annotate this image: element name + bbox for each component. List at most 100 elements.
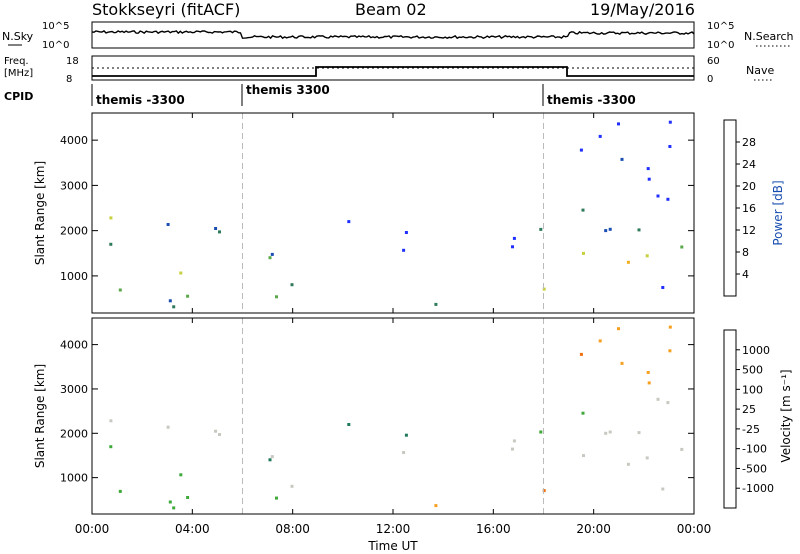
- velocity-cell: [109, 445, 113, 449]
- power-cell: [186, 294, 190, 298]
- y-tick-label: 1000: [60, 472, 88, 485]
- cpid-label: CPID: [4, 90, 33, 103]
- velocity-colorbar-tick-label: 25: [742, 403, 756, 416]
- power-cell: [608, 227, 612, 231]
- cpid-segment-2: themis -3300: [547, 93, 636, 107]
- velocity-cell: [542, 489, 546, 493]
- velocity-cell: [434, 504, 438, 508]
- cpid-segment-1: themis 3300: [246, 83, 330, 97]
- power-colorbar-tick-label: 8: [742, 246, 749, 259]
- power-colorbar-tick-label: 24: [742, 158, 756, 171]
- noise-left-tick-bottom: 10^0: [42, 40, 69, 51]
- power-cell: [404, 231, 408, 234]
- power-colorbar-tick-label: 16: [742, 202, 756, 215]
- power-cell: [434, 302, 438, 306]
- y-tick-label: 4000: [60, 134, 88, 147]
- velocity-colorbar-tick-label: -500: [742, 462, 767, 475]
- power-cell: [347, 220, 351, 224]
- noise-left-tick-top: 10^5: [42, 21, 69, 32]
- velocity-panel-frame: [91, 317, 695, 515]
- power-cell: [172, 305, 176, 309]
- cpid-segment-0: themis -3300: [96, 93, 185, 107]
- power-cell: [604, 229, 608, 233]
- velocity-cell: [598, 339, 602, 343]
- velocity-colorbar-tick-label: -25: [742, 423, 760, 436]
- power-cell: [579, 148, 583, 152]
- velocity-cell: [214, 429, 218, 433]
- nave-label: Nave: [746, 64, 774, 77]
- freq-right-tick-bottom: 0: [707, 74, 713, 85]
- velocity-cell: [268, 458, 272, 462]
- power-cell: [666, 197, 670, 201]
- velocity-cell: [620, 361, 624, 365]
- velocity-cell: [539, 430, 543, 434]
- y-tick-label: 3000: [60, 179, 88, 192]
- power-cell: [645, 254, 649, 258]
- power-cell: [582, 251, 585, 255]
- power-cell: [542, 287, 546, 291]
- freq-label-line2: [MHz]: [4, 68, 33, 79]
- velocity-cell: [166, 425, 170, 429]
- power-cell: [646, 167, 650, 171]
- velocity-heatmap: [109, 325, 684, 510]
- power-colorbar-tick-label: 4: [742, 268, 749, 281]
- power-colorbar-tick-label: 12: [742, 224, 756, 237]
- velocity-colorbar-tick-label: 100: [742, 383, 763, 396]
- x-tick-label: 16:00: [476, 522, 511, 536]
- axes-layer: 1000 1000 2000 2000 3000 3000 4000 4000 00:00 04:…: [60, 113, 711, 536]
- x-tick-label: 00:00: [677, 522, 712, 536]
- velocity-cell: [270, 455, 274, 459]
- velocity-colorbar-tick-label: 1000: [742, 344, 770, 357]
- power-cell: [214, 227, 218, 230]
- power-cell: [118, 288, 122, 292]
- freq-label-line1: Freq.: [4, 56, 29, 67]
- power-cell: [109, 242, 113, 246]
- velocity-cell: [109, 419, 113, 423]
- freq-right-tick-top: 60: [707, 56, 720, 67]
- power-ylabel: Slant Range [km]: [33, 161, 47, 265]
- velocity-cell: [668, 325, 672, 329]
- x-tick-label: 20:00: [576, 522, 611, 536]
- power-cell: [620, 157, 624, 161]
- velocity-cell: [661, 487, 665, 491]
- noise-right-tick-bottom: 10^0: [707, 40, 734, 51]
- power-cell: [668, 120, 672, 124]
- velocity-cell: [582, 454, 585, 458]
- power-cell: [680, 245, 684, 249]
- power-cell: [668, 145, 672, 148]
- y-tick-label: 1000: [60, 270, 88, 283]
- velocity-colorbar-tick-label: -100: [742, 443, 767, 456]
- velocity-cell: [604, 431, 608, 435]
- velocity-cell: [579, 352, 583, 356]
- power-panel-frame: [91, 112, 695, 314]
- velocity-cell: [118, 489, 122, 493]
- power-cell: [109, 216, 113, 220]
- power-colorbar-tick-label: 28: [742, 136, 756, 149]
- beam-title: Beam 02: [355, 0, 427, 19]
- velocity-cell: [608, 430, 612, 434]
- power-cell: [512, 236, 516, 240]
- velocity-cell: [581, 411, 585, 415]
- power-colorbar-frame: [723, 119, 737, 297]
- velocity-ylabel: Slant Range [km]: [33, 364, 47, 468]
- noise-sky-line: [91, 30, 695, 40]
- power-cell: [290, 283, 294, 287]
- power-colorbar-label: Power [dB]: [771, 180, 785, 245]
- velocity-cell: [402, 451, 406, 454]
- power-cell: [647, 177, 651, 181]
- power-cell: [218, 230, 221, 234]
- power-cell: [275, 295, 278, 299]
- velocity-cell: [680, 447, 684, 451]
- power-cell: [166, 223, 170, 226]
- power-cell: [637, 228, 641, 232]
- freq-left-tick-top: 18: [66, 56, 79, 67]
- velocity-cell: [656, 397, 660, 401]
- velocity-cell: [347, 423, 351, 426]
- power-cell: [626, 260, 630, 264]
- noise-panel-frame: [91, 21, 695, 49]
- y-tick-label: 4000: [60, 339, 88, 352]
- power-cell: [581, 208, 585, 212]
- power-cell: [511, 245, 514, 249]
- power-heatmap: [109, 120, 684, 309]
- velocity-colorbar-tick-label: 500: [742, 364, 763, 377]
